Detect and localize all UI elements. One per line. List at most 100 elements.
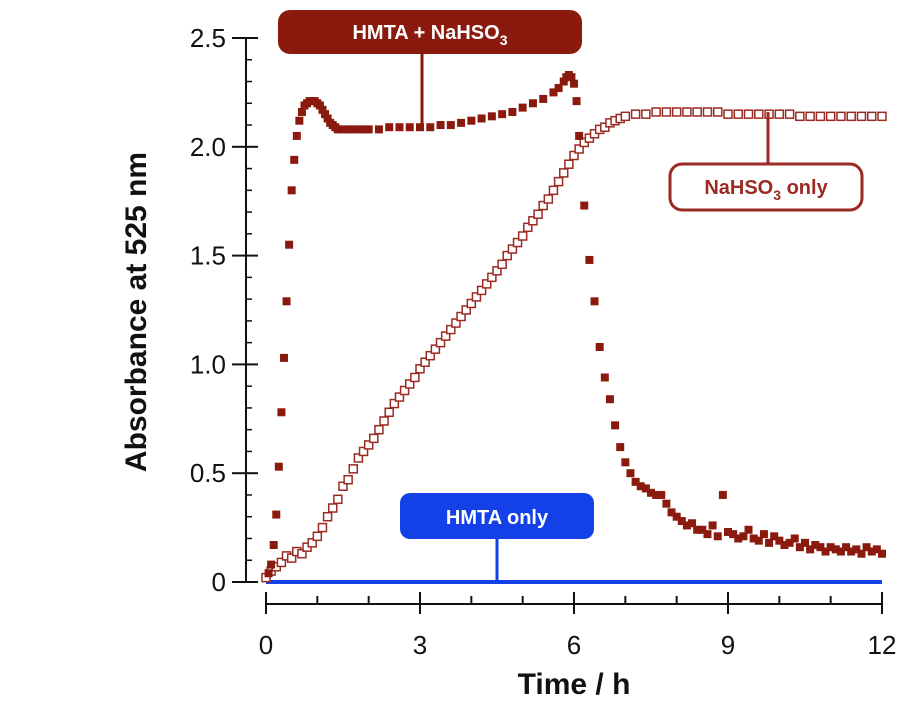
data-point bbox=[682, 107, 692, 117]
data-point bbox=[641, 484, 650, 493]
data-point bbox=[543, 194, 554, 204]
data-point bbox=[620, 111, 631, 122]
data-point bbox=[785, 538, 794, 547]
data-point bbox=[359, 125, 368, 134]
data-point bbox=[446, 121, 455, 130]
data-point bbox=[466, 298, 477, 309]
callout-subscript-text: 3 bbox=[773, 187, 781, 203]
data-point bbox=[307, 538, 317, 548]
data-point bbox=[467, 116, 476, 125]
data-point bbox=[734, 534, 743, 543]
x-tick-label: 3 bbox=[413, 630, 427, 660]
data-point bbox=[481, 279, 492, 289]
data-point bbox=[580, 201, 589, 210]
data-point bbox=[394, 392, 405, 402]
data-point bbox=[671, 107, 682, 117]
data-point bbox=[733, 109, 744, 119]
data-point bbox=[846, 111, 856, 122]
data-point bbox=[708, 521, 717, 530]
data-point bbox=[487, 272, 497, 283]
data-point bbox=[692, 107, 702, 117]
data-point bbox=[285, 240, 294, 249]
callout-box-nahso3-only bbox=[668, 162, 864, 212]
data-point bbox=[315, 101, 324, 110]
data-point bbox=[611, 421, 620, 430]
data-point bbox=[440, 331, 451, 341]
data-point bbox=[420, 357, 430, 367]
data-point bbox=[815, 111, 826, 122]
data-point bbox=[574, 144, 584, 154]
data-point bbox=[497, 259, 507, 270]
y-tick-label: 2.0 bbox=[190, 132, 226, 162]
data-point bbox=[399, 385, 410, 396]
callout-label-nahso3-only: NaHSO3 only bbox=[704, 177, 828, 203]
data-point bbox=[476, 285, 487, 296]
data-point bbox=[410, 372, 420, 383]
data-point bbox=[369, 433, 379, 444]
data-point bbox=[651, 107, 661, 117]
data-point bbox=[723, 109, 733, 119]
data-point bbox=[338, 481, 348, 492]
data-point bbox=[718, 490, 727, 499]
data-point bbox=[831, 545, 840, 554]
data-point bbox=[282, 297, 291, 306]
data-point bbox=[575, 131, 584, 140]
data-point bbox=[518, 103, 527, 112]
data-point bbox=[323, 114, 332, 123]
x-tick-label: 0 bbox=[259, 630, 273, 660]
data-point bbox=[436, 121, 445, 130]
data-point bbox=[276, 557, 287, 568]
data-point bbox=[784, 109, 795, 119]
data-point bbox=[322, 511, 333, 522]
callout-label-hmta-nahso3: HMTA + NaHSO3 bbox=[352, 22, 507, 48]
data-point bbox=[559, 77, 568, 86]
data-point bbox=[657, 490, 666, 499]
data-point bbox=[816, 543, 825, 552]
data-point bbox=[867, 547, 876, 556]
data-point bbox=[621, 458, 630, 467]
data-point bbox=[585, 255, 594, 264]
data-point bbox=[702, 107, 713, 117]
data-point bbox=[349, 125, 358, 134]
data-point bbox=[724, 527, 732, 536]
data-point bbox=[866, 111, 877, 122]
data-point bbox=[264, 569, 273, 578]
data-point bbox=[805, 111, 815, 122]
data-point bbox=[279, 353, 288, 362]
data-point bbox=[384, 407, 394, 418]
data-point bbox=[759, 530, 768, 539]
data-point bbox=[374, 424, 384, 435]
data-point bbox=[600, 373, 609, 382]
data-point bbox=[801, 538, 809, 547]
data-point bbox=[877, 111, 887, 122]
series-hmta-nahso3 bbox=[264, 70, 886, 578]
data-point bbox=[451, 318, 461, 328]
data-point bbox=[446, 324, 456, 335]
data-point bbox=[553, 176, 564, 187]
data-point bbox=[492, 266, 502, 276]
data-point bbox=[343, 474, 353, 485]
callout-main-text: NaHSO bbox=[704, 177, 773, 199]
data-point bbox=[795, 111, 805, 122]
x-axis-title: Time / h bbox=[518, 668, 631, 701]
data-point bbox=[662, 499, 671, 508]
callout-tail-text: only bbox=[781, 177, 829, 199]
data-point bbox=[269, 541, 278, 550]
callout-box-hmta-only bbox=[400, 493, 594, 539]
y-tick-label: 0.5 bbox=[190, 458, 226, 488]
data-point bbox=[339, 125, 347, 134]
data-point bbox=[616, 443, 625, 452]
data-point bbox=[385, 123, 394, 132]
data-point bbox=[395, 123, 404, 132]
data-point bbox=[862, 543, 871, 552]
data-point bbox=[461, 305, 471, 315]
data-point bbox=[821, 547, 830, 556]
callout-hmta-nahso3: HMTA + NaHSO3 bbox=[278, 10, 582, 126]
callout-main-text: HMTA only bbox=[446, 507, 549, 529]
data-point bbox=[425, 350, 436, 361]
y-tick-label: 2.5 bbox=[190, 23, 226, 53]
data-point bbox=[354, 125, 363, 134]
data-point bbox=[630, 109, 641, 119]
data-point bbox=[688, 519, 697, 528]
